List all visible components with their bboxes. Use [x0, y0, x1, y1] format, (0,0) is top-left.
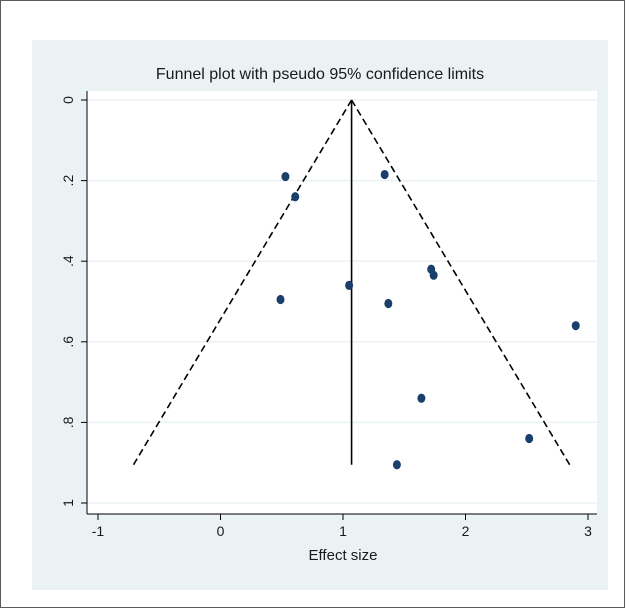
y-tick-label: .8: [60, 416, 76, 428]
x-tick-label: 2: [462, 523, 470, 539]
lower-confidence-limit: [132, 99, 353, 466]
data-point: [276, 294, 285, 305]
data-point: [525, 433, 534, 444]
data-point: [571, 321, 580, 331]
data-points: [276, 169, 580, 470]
data-point: [417, 393, 426, 403]
y-tick-label: .6: [60, 336, 76, 348]
data-point: [392, 460, 401, 470]
y-tick-label: 1: [60, 499, 76, 507]
data-point: [384, 298, 393, 309]
data-point: [380, 169, 389, 180]
x-tick-label: 3: [584, 523, 592, 539]
axes: 0 .2 .4 .6 .8 1 -1 0 1 2 3: [60, 91, 597, 539]
data-point: [291, 192, 300, 202]
x-tick-label: 1: [339, 523, 347, 539]
x-tick-label: -1: [92, 523, 105, 539]
data-point: [281, 171, 290, 182]
chart-title: Funnel plot with pseudo 95% confidence l…: [156, 66, 484, 83]
y-tick-label: .4: [60, 255, 76, 267]
x-axis-title: Effect size: [309, 547, 378, 564]
x-tick-label: 0: [217, 523, 225, 539]
data-point: [345, 280, 354, 290]
gridlines: [87, 99, 597, 504]
y-tick-label: 0: [60, 96, 76, 104]
data-point: [429, 270, 438, 280]
upper-confidence-limit: [350, 99, 571, 466]
plot-area: [87, 91, 597, 514]
y-tick-label: .2: [60, 175, 76, 187]
